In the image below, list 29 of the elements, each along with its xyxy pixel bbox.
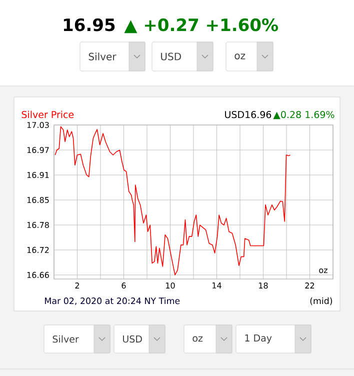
text: ▲0.28 1.69% [273,110,334,120]
text: 16.95 [64,18,115,32]
y-tick-label: 16.72 [27,246,49,253]
text: Silver [88,52,116,60]
text: oz [192,336,203,342]
x-tick-label: 22 [305,282,314,288]
text: oz [234,54,246,60]
text: Silver [52,335,79,343]
y-tick-label: 16.91 [27,172,49,178]
y-tick-label: 16.66 [27,272,49,278]
text: (mid) [310,297,332,306]
y-tick-label: 16.97 [27,146,49,154]
x-tick-label: 10 [166,282,175,289]
x-tick-label: 14 [212,282,222,288]
annotation: oz [319,268,328,274]
text: USD16.96 [225,110,272,118]
x-tick-label: 6 [122,282,126,289]
text: Mar 02, 2020 at 20:24 NY Time [45,297,180,305]
text: USD [161,52,181,60]
x-tick-label: 18 [259,282,268,289]
text: ▲ +0.27 +1.60% [124,18,278,34]
y-tick-label: 16.78 [27,222,49,228]
chart-title: Silver Price [22,110,74,118]
y-tick-label: 17.03 [27,122,49,128]
text: 1 Day [245,334,272,344]
text: USD [123,335,142,343]
x-tick-label: 2 [75,282,79,288]
y-tick-label: 16.85 [27,196,49,203]
line-series [54,126,291,276]
